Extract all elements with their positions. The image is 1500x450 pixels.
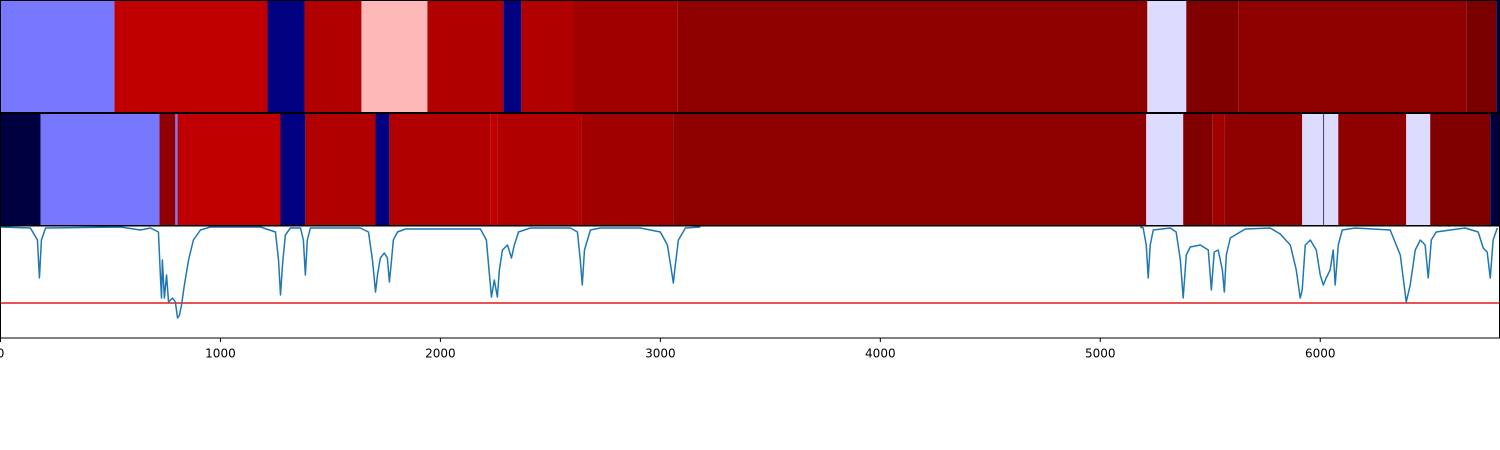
segment [1490,113,1500,226]
segment [0,113,41,226]
segment [267,0,305,113]
segment [1212,113,1225,226]
segment [280,113,306,226]
x-tick-label: 4000 [865,347,896,361]
segment [114,0,268,113]
segment [1324,113,1339,226]
x-tick-label: 5000 [1085,347,1116,361]
segment [1466,0,1497,113]
segment [40,113,160,226]
segment [375,113,390,226]
x-tick-label: 2000 [425,347,456,361]
segment [490,113,498,226]
segment [503,0,522,113]
segment [1183,113,1213,226]
segment [521,0,574,113]
segment [175,113,178,226]
line [0,226,1499,319]
segment [1238,0,1467,113]
segment [177,113,281,226]
segment [1406,113,1431,226]
segment [1430,113,1491,226]
segment [304,0,362,113]
segment [497,113,582,226]
segment [677,0,1148,113]
segment [1224,113,1303,226]
x-tick-label: 6000 [1305,347,1336,361]
segment [1323,113,1325,226]
segment [1302,113,1324,226]
x-tick-label: 1000 [205,347,236,361]
segment [1496,0,1500,113]
segment [573,0,678,113]
x-tick-label: 3000 [645,347,676,361]
segment [1186,0,1239,113]
segment [581,113,674,226]
segment [305,113,376,226]
segment [361,0,428,113]
segment [389,113,491,226]
segment [1146,113,1184,226]
segment [0,0,115,113]
segment [427,0,504,113]
panel-frame [0,225,1500,339]
segment [673,113,1147,226]
segment [159,113,176,226]
x-tick-label: 0 [0,347,4,361]
segment [1147,0,1187,113]
segment [1338,113,1407,226]
